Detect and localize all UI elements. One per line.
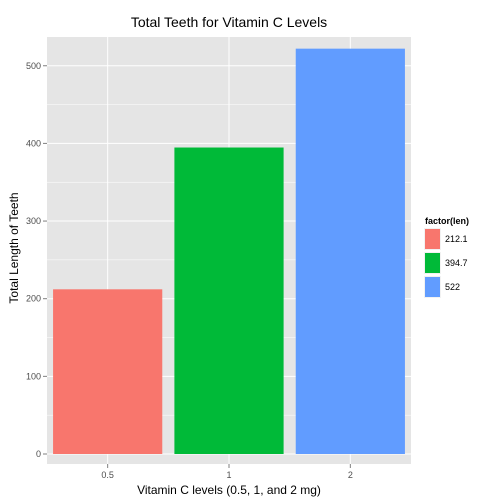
x-tick-label: 0.5 <box>101 470 114 480</box>
y-axis-title: Total Length of Teeth <box>7 192 21 303</box>
bar-2 <box>295 48 405 455</box>
y-tick-label: 200 <box>26 294 41 304</box>
y-tick-label: 400 <box>26 138 41 148</box>
x-axis-title: Vitamin C levels (0.5, 1, and 2 mg) <box>137 483 321 497</box>
legend-label: 394.7 <box>445 258 468 268</box>
legend-swatch <box>425 253 440 273</box>
bars <box>53 48 405 455</box>
legend-swatch <box>425 277 440 297</box>
y-axis-ticks: 0 100 200 300 400 500 <box>26 61 47 459</box>
bar-1 <box>174 147 284 455</box>
y-tick-label: 500 <box>26 61 41 71</box>
bar-0.5 <box>53 289 163 454</box>
legend-label: 212.1 <box>445 234 468 244</box>
legend-title: factor(len) <box>425 216 469 226</box>
legend-swatch <box>425 229 440 249</box>
x-axis-ticks: 0.5 1 2 <box>101 464 353 480</box>
y-tick-label: 300 <box>26 216 41 226</box>
x-tick-label: 1 <box>226 470 231 480</box>
y-tick-label: 100 <box>26 371 41 381</box>
y-tick-label: 0 <box>36 449 41 459</box>
legend-label: 522 <box>445 282 460 292</box>
legend: factor(len) 212.1 394.7 522 <box>424 216 469 298</box>
chart-title: Total Teeth for Vitamin C Levels <box>131 14 327 30</box>
x-tick-label: 2 <box>348 470 353 480</box>
